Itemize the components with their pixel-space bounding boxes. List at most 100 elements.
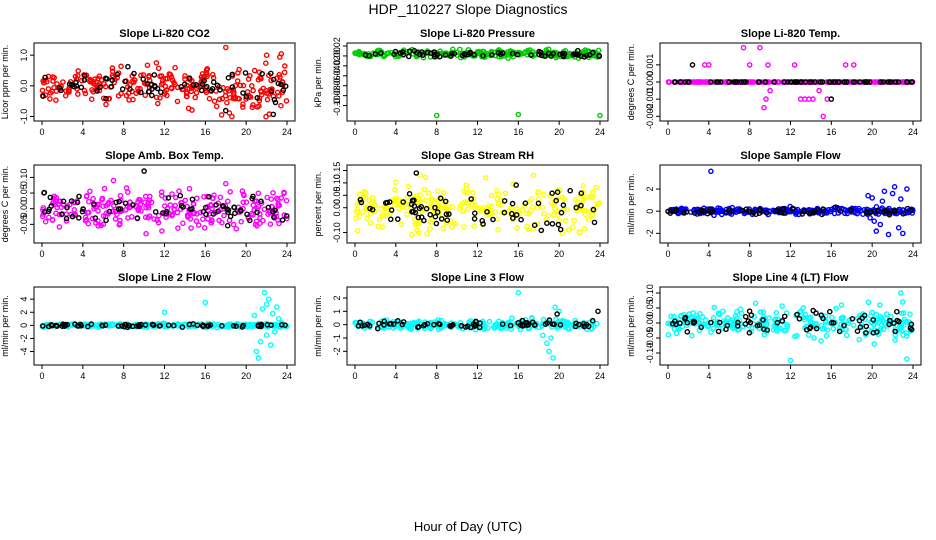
data-point: [209, 71, 216, 78]
y-tick-label: -0.08: [332, 85, 342, 106]
data-point: [760, 309, 767, 315]
data-point: [829, 319, 835, 326]
data-point: [413, 193, 420, 199]
data-point: [808, 79, 815, 85]
data-point: [180, 220, 186, 227]
data-point: [892, 328, 898, 335]
data-point: [130, 202, 136, 208]
data-point: [580, 197, 586, 204]
data-point: [740, 79, 747, 85]
data-point: [539, 204, 546, 211]
data-point: [820, 206, 826, 212]
data-point: [670, 320, 676, 327]
data-point: [899, 327, 905, 334]
data-point: [465, 206, 471, 212]
data-point: [250, 87, 256, 94]
data-point: [144, 62, 151, 69]
data-point: [400, 199, 407, 205]
data-point: [125, 215, 131, 221]
y-axis-label: kPa per min.: [313, 57, 323, 108]
data-point: [885, 79, 892, 85]
data-point: [560, 52, 566, 59]
data-point: [871, 218, 878, 224]
data-point: [283, 213, 290, 219]
data-point: [422, 197, 429, 204]
data-point: [178, 84, 184, 90]
data-point: [240, 90, 246, 96]
data-point: [595, 308, 601, 315]
data-point: [203, 83, 210, 90]
y-tick-label: 0.02: [332, 37, 342, 55]
data-point: [840, 314, 847, 321]
data-point: [698, 207, 705, 214]
data-point: [581, 225, 588, 232]
data-point: [53, 97, 59, 103]
data-point: [666, 79, 673, 85]
data-point: [495, 226, 501, 233]
data-point: [222, 44, 229, 51]
data-point: [170, 322, 177, 329]
data-point: [116, 198, 122, 205]
data-point: [564, 206, 570, 213]
data-point: [63, 211, 70, 217]
data-point: [138, 72, 144, 79]
data-point: [183, 93, 190, 100]
data-point: [265, 296, 272, 303]
x-tick-label: 12: [785, 127, 795, 137]
y-tick-label: -2: [332, 347, 342, 355]
panel-title: Slope Amb. Box Temp.: [105, 150, 224, 162]
data-point: [870, 329, 877, 336]
data-point: [418, 203, 425, 210]
data-point: [396, 205, 403, 212]
data-point: [190, 210, 197, 217]
data-point: [48, 203, 55, 209]
data-point: [591, 219, 598, 226]
data-point: [381, 322, 387, 328]
data-point: [836, 328, 843, 335]
data-point: [818, 322, 825, 329]
data-point: [275, 201, 282, 207]
data-point: [471, 52, 477, 58]
data-point: [779, 318, 786, 324]
data-point: [515, 111, 522, 118]
data-point: [235, 70, 241, 76]
data-point: [849, 315, 856, 322]
data-point: [513, 206, 520, 212]
panel-title: Slope Li-820 CO2: [119, 28, 209, 40]
data-point: [383, 212, 389, 219]
data-point: [169, 77, 176, 83]
data-point: [382, 200, 389, 206]
data-point: [124, 324, 131, 331]
data-point: [553, 197, 560, 204]
y-tick-label: -2: [645, 229, 655, 237]
data-point: [438, 216, 445, 222]
data-point: [524, 210, 530, 217]
data-point: [406, 190, 413, 197]
data-point: [45, 86, 52, 92]
data-point: [838, 302, 845, 308]
data-point: [232, 94, 238, 101]
x-tick-label: 4: [393, 127, 398, 137]
data-point: [471, 215, 478, 222]
data-point: [591, 323, 597, 330]
data-point: [812, 208, 819, 215]
data-point: [434, 51, 441, 58]
data-point: [241, 192, 247, 199]
data-point: [371, 201, 378, 208]
data-point: [244, 211, 250, 218]
scatter-points: [665, 290, 915, 364]
data-point: [442, 198, 449, 205]
data-point: [429, 196, 436, 203]
data-point: [851, 62, 857, 68]
data-point: [49, 216, 56, 223]
data-point: [864, 79, 871, 85]
data-point: [186, 321, 193, 328]
data-point: [109, 208, 116, 215]
data-point: [405, 323, 412, 330]
data-point: [42, 218, 49, 225]
data-point: [186, 185, 193, 192]
data-point: [103, 101, 109, 108]
data-point: [904, 79, 910, 85]
